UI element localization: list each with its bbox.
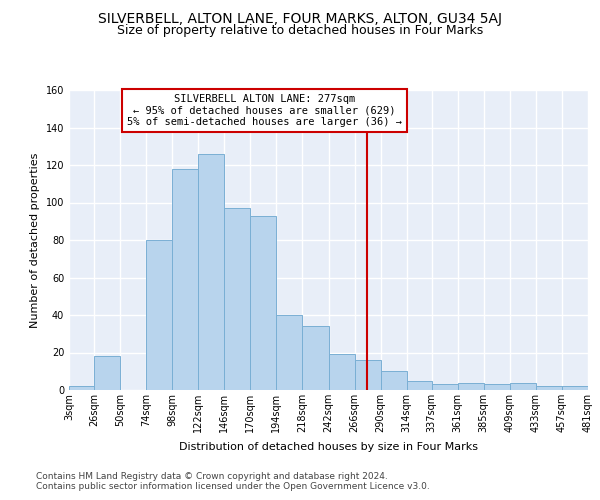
Bar	[458, 382, 484, 390]
Text: Distribution of detached houses by size in Four Marks: Distribution of detached houses by size …	[179, 442, 478, 452]
Bar	[198, 154, 224, 390]
Bar	[250, 216, 277, 390]
Bar	[380, 371, 407, 390]
Text: Contains public sector information licensed under the Open Government Licence v3: Contains public sector information licen…	[36, 482, 430, 491]
Bar	[329, 354, 355, 390]
Bar	[172, 169, 198, 390]
Bar	[302, 326, 329, 390]
Bar	[94, 356, 120, 390]
Bar	[69, 386, 94, 390]
Bar	[407, 380, 431, 390]
Bar	[146, 240, 172, 390]
Bar	[277, 315, 302, 390]
Bar	[536, 386, 562, 390]
Text: SILVERBELL, ALTON LANE, FOUR MARKS, ALTON, GU34 5AJ: SILVERBELL, ALTON LANE, FOUR MARKS, ALTO…	[98, 12, 502, 26]
Bar	[355, 360, 380, 390]
Text: SILVERBELL ALTON LANE: 277sqm
← 95% of detached houses are smaller (629)
5% of s: SILVERBELL ALTON LANE: 277sqm ← 95% of d…	[127, 94, 402, 127]
Text: Contains HM Land Registry data © Crown copyright and database right 2024.: Contains HM Land Registry data © Crown c…	[36, 472, 388, 481]
Bar	[484, 384, 510, 390]
Y-axis label: Number of detached properties: Number of detached properties	[30, 152, 40, 328]
Bar	[431, 384, 458, 390]
Bar	[562, 386, 588, 390]
Bar	[510, 382, 536, 390]
Bar	[224, 208, 250, 390]
Text: Size of property relative to detached houses in Four Marks: Size of property relative to detached ho…	[117, 24, 483, 37]
